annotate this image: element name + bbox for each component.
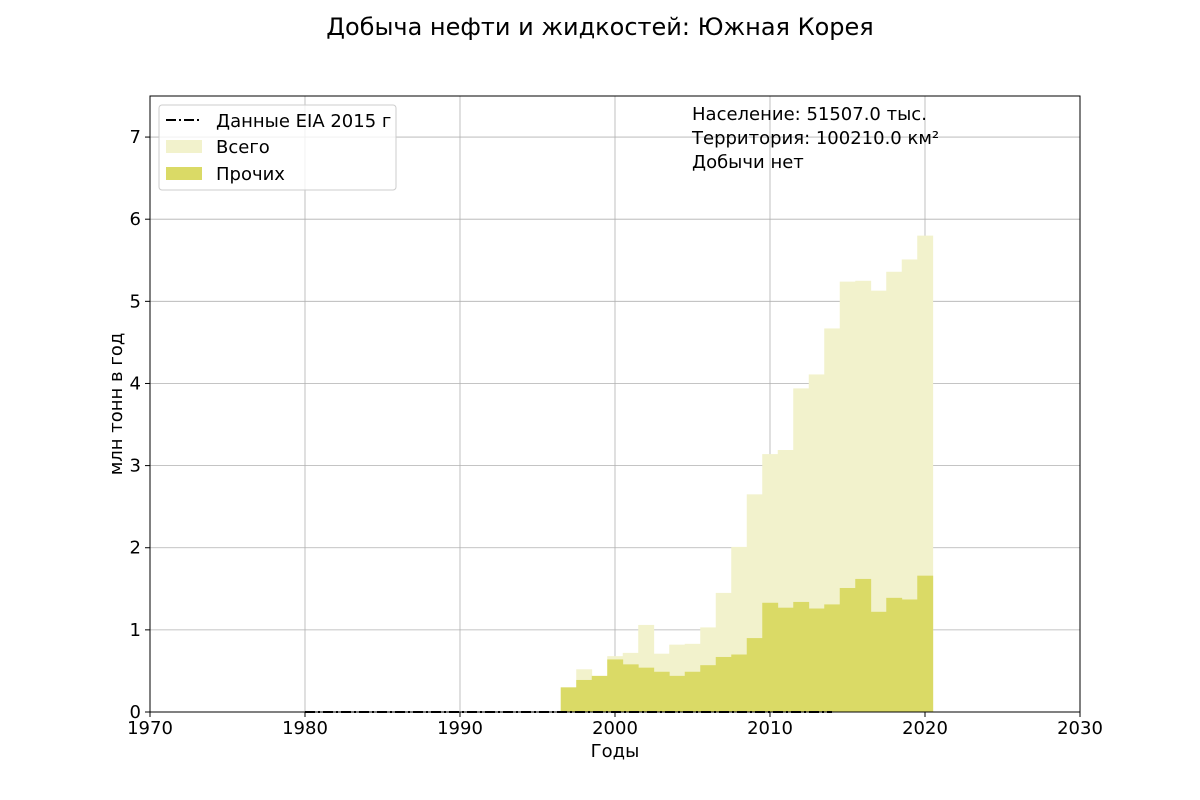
bar-other-2002 [638,667,655,712]
bar-other-1999 [591,675,608,712]
bar-total-2019 [901,259,918,712]
bar-other-2020 [917,575,934,712]
x-tick-label: 2010 [747,718,793,739]
x-tick-label: 2030 [1057,718,1103,739]
legend-eia-label: Данные EIA 2015 г [216,111,391,132]
bar-total-2017 [870,290,887,712]
bar-other-2010 [762,602,779,712]
x-tick-label: 1970 [127,718,173,739]
x-tick-label: 2020 [902,718,948,739]
y-tick-label: 6 [130,209,141,230]
legend: Данные EIA 2015 г Всего Прочих [158,104,397,191]
y-tick-label: 1 [130,620,141,641]
bar-other-2008 [731,654,748,712]
legend-box [158,104,397,191]
x-tick-label: 2000 [592,718,638,739]
bar-other-2007 [715,656,732,712]
bar-other-2006 [700,665,717,712]
legend-other-swatch [166,167,202,180]
y-axis-label: млн тонн в год [106,333,127,476]
bar-other-2000 [607,659,624,712]
legend-total-label: Всего [216,137,270,158]
bar-other-2001 [622,664,639,712]
bar-other-2017 [870,611,887,712]
bar-other-2004 [669,675,686,712]
bar-other-2013 [808,608,825,712]
x-axis-label: Годы [591,741,640,762]
y-tick-label: 0 [130,702,141,723]
bar-other-2012 [793,601,810,712]
bar-other-1997 [560,687,577,712]
y-tick-label: 5 [130,291,141,312]
series-other-bars [560,575,934,712]
bar-other-2011 [777,607,794,712]
x-tick-label: 1980 [282,718,328,739]
legend-total-swatch [166,140,202,153]
bar-other-2015 [839,587,856,712]
x-tick-label: 1990 [437,718,483,739]
annotation-territory: Территория: 100210.0 км² [691,128,939,149]
annotation-no-production: Добычи нет [692,152,804,173]
bar-other-2016 [855,578,872,712]
legend-other-label: Прочих [216,164,285,185]
bar-other-2019 [901,599,918,712]
bar-other-2003 [653,671,670,712]
y-tick-label: 4 [130,373,141,394]
y-tick-label: 2 [130,538,141,559]
annotation-population: Население: 51507.0 тыс. [692,104,927,125]
y-tick-label: 7 [130,127,141,148]
bar-other-2018 [886,597,903,712]
bar-other-1998 [576,679,593,712]
bar-other-2005 [684,671,701,712]
bar-other-2009 [746,638,763,712]
bar-other-2014 [824,604,841,712]
y-tick-label: 3 [130,456,141,477]
x-axis-ticks: 1970 1980 1990 2000 2010 2020 2030 [127,712,1103,739]
y-axis-ticks: 0 1 2 3 4 5 6 7 [130,127,150,723]
chart-title: Добыча нефти и жидкостей: Южная Корея [326,13,874,41]
